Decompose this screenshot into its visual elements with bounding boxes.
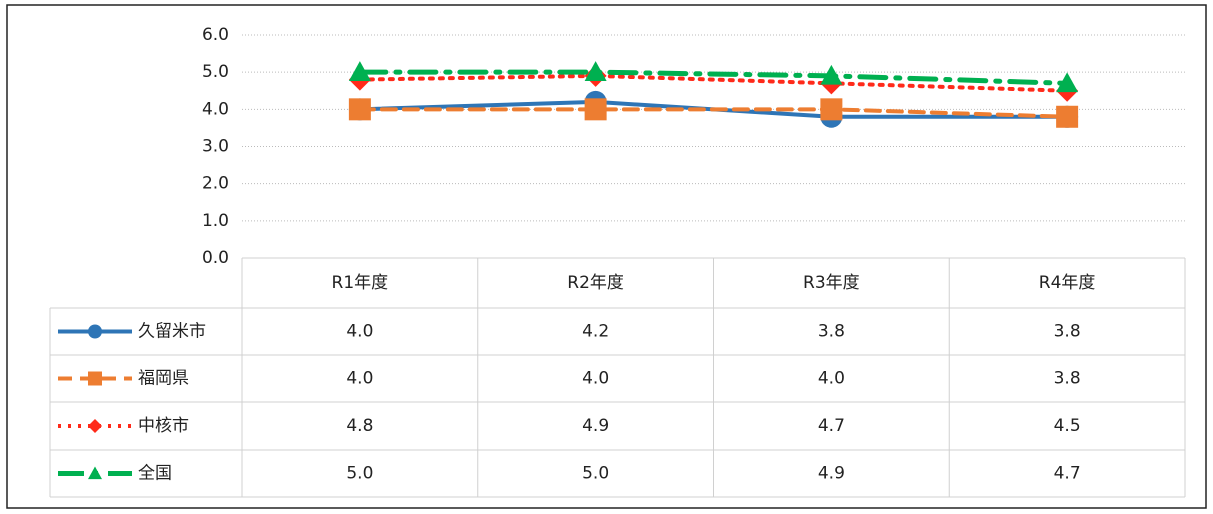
table-value: 4.7: [1054, 464, 1081, 484]
category-label: R3年度: [803, 273, 860, 293]
chart-frame: [6, 4, 1207, 509]
marker: [584, 61, 607, 81]
series-line: [357, 69, 1070, 86]
y-tick-label: 1.0: [202, 211, 229, 231]
category-label: R2年度: [567, 273, 624, 293]
marker: [584, 98, 607, 121]
table-value: 4.0: [818, 369, 845, 389]
table-value: 3.8: [1054, 322, 1081, 342]
category-label: R4年度: [1039, 273, 1096, 293]
marker: [820, 64, 843, 85]
legend-label: 全国: [138, 464, 172, 484]
marker: [348, 61, 371, 81]
marker: [348, 98, 371, 121]
marker: [820, 98, 843, 121]
legend-label: 久留米市: [138, 322, 206, 342]
table-value: 5.0: [346, 464, 373, 484]
marker: [1056, 105, 1079, 128]
legend-label: 福岡県: [138, 369, 189, 389]
series-line: [357, 107, 1070, 119]
table-value: 4.0: [346, 369, 373, 389]
y-tick-label: 4.0: [202, 99, 229, 119]
y-tick-label: 2.0: [202, 174, 229, 194]
y-tick-label: 5.0: [202, 62, 229, 82]
legend-label: 中核市: [138, 416, 189, 436]
y-tick-label: 3.0: [202, 137, 229, 157]
legend-marker: [88, 419, 102, 433]
marker: [1056, 72, 1079, 93]
table-value: 4.8: [346, 416, 373, 436]
table-value: 4.9: [582, 416, 609, 436]
table-value: 4.5: [1054, 416, 1081, 436]
table-value: 4.2: [582, 322, 609, 342]
legend-marker: [88, 371, 102, 386]
table-value: 4.9: [818, 464, 845, 484]
y-tick-label: 6.0: [202, 25, 229, 45]
legend-marker: [88, 466, 102, 480]
y-tick-label: 0.0: [202, 248, 229, 268]
series-line: [357, 73, 1070, 93]
table-value: 3.8: [1054, 369, 1081, 389]
table-value: 4.0: [582, 369, 609, 389]
legend-marker: [88, 324, 102, 339]
category-label: R1年度: [332, 273, 389, 293]
table-value: 4.7: [818, 416, 845, 436]
table-value: 5.0: [582, 464, 609, 484]
table-value: 4.0: [346, 322, 373, 342]
table-value: 3.8: [818, 322, 845, 342]
